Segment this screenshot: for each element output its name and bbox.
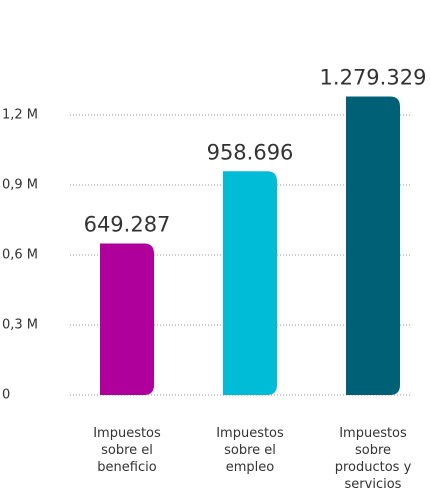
y-tick-label: 0 [2,388,10,403]
y-tick-label: 1,2 M [2,108,38,123]
x-tick-label: Impuestos sobre el empleo [216,426,284,475]
y-tick-label: 0,3 M [2,318,38,333]
value-label: 958.696 [207,140,294,164]
y-tick-label: 0,9 M [2,178,38,193]
bar [100,243,154,395]
value-label: 649.287 [84,212,171,236]
x-tick-label: Impuestos sobre productos y servicios [334,426,412,492]
value-label: 1.279.329 [320,65,427,89]
x-tick-label: Impuestos sobre el beneficio [93,426,161,475]
bar [346,96,400,395]
y-tick-label: 0,6 M [2,248,38,263]
bar [223,171,277,395]
